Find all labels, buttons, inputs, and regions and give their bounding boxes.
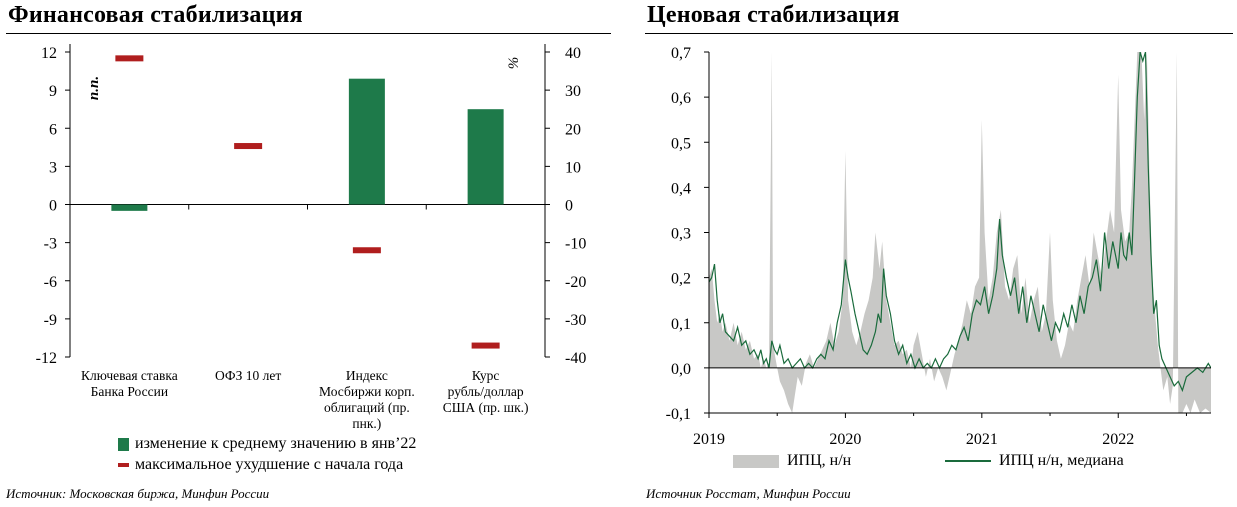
max-deterioration-marker — [234, 143, 263, 150]
y-tick-label: -0,1 — [666, 406, 691, 423]
chart-title: Ценовая стабилизация — [647, 2, 900, 28]
left-tick-label: 3 — [49, 159, 57, 176]
category-label: ОФЗ 10 лет — [215, 368, 281, 383]
right-tick-label: -20 — [565, 274, 586, 291]
left-tick-label: 12 — [41, 45, 57, 62]
cpi-area — [709, 52, 1211, 413]
bar — [111, 204, 148, 211]
right-tick-label: 40 — [565, 45, 581, 62]
legend-label: ИПЦ н/н, медиана — [999, 452, 1124, 469]
financial-bar-chart: 129630-3-6-9-12403020100-10-20-30-40п.п.… — [36, 44, 586, 431]
legend-label: изменение к среднему значению в янв’22 — [135, 435, 417, 452]
legend-item-area: ИПЦ, н/н — [733, 452, 851, 470]
financial-stabilization-panel: Финансовая стабилизация 12 9 6 3 0 -3 -6 -9 -12 4… — [6, 2, 611, 501]
legend-item-line: ИПЦ н/н, медиана — [945, 452, 1124, 470]
left-tick-label: 9 — [49, 83, 57, 100]
legend-swatch-line — [945, 460, 991, 462]
source-note: Источник: Московская биржа, Минфин Росси… — [6, 486, 270, 501]
y-tick-label: 0,6 — [671, 90, 691, 107]
source-note: Источник Росстат, Минфин России — [646, 486, 851, 501]
legend-swatch-bar — [118, 437, 129, 451]
max-deterioration-marker — [471, 342, 500, 349]
category-label: рубль/доллар — [448, 384, 524, 399]
price-stabilization-panel: Ценовая стабилизация 0,7 0,6 0,5 0,4 0,3 0,2 0… — [645, 0, 1237, 507]
legend-item-bars: изменение к среднему значению в янв’22 — [118, 435, 416, 453]
left-tick-label: -9 — [44, 312, 57, 329]
max-deterioration-marker — [352, 247, 381, 254]
left-axis-label: п.п. — [86, 76, 102, 100]
right-tick-label: -10 — [565, 236, 586, 253]
right-tick-label: 20 — [565, 121, 581, 138]
y-tick-label: 0,3 — [671, 226, 691, 243]
legend-item-markers: максимальное ухудшение с начала года — [118, 456, 403, 474]
right-tick-label: -40 — [565, 350, 586, 367]
right-tick-label: -30 — [565, 312, 586, 329]
x-tick-label: 2020 — [829, 431, 861, 448]
y-tick-label: 0,4 — [671, 180, 691, 197]
right-tick-label: 30 — [565, 83, 581, 100]
legend-label: ИПЦ, н/н — [787, 452, 852, 469]
left-tick-label: -12 — [36, 350, 57, 367]
left-tick-label: -6 — [44, 274, 57, 291]
legend-label: максимальное ухудшение с начала года — [135, 456, 404, 473]
category-label: Банка России — [91, 384, 168, 399]
chart-title: Финансовая стабилизация — [8, 2, 303, 28]
bar — [348, 78, 385, 205]
legend-swatch-marker — [118, 463, 129, 467]
category-label: Индекс — [346, 368, 388, 383]
cpi-median-line — [709, 52, 1211, 393]
legend-swatch-area — [733, 454, 779, 468]
y-tick-label: 0,5 — [671, 135, 691, 152]
y-tick-label: 0,0 — [671, 361, 691, 378]
bar — [467, 109, 504, 205]
left-tick-label: 6 — [49, 121, 57, 138]
category-label: пнк.) — [352, 416, 381, 431]
x-tick-label: 2021 — [966, 431, 998, 448]
y-tick-label: 0,1 — [671, 316, 691, 333]
x-tick-label: 2019 — [693, 431, 725, 448]
right-tick-label: 0 — [565, 198, 573, 215]
left-tick-label: 0 — [49, 198, 57, 215]
y-tick-label: 0,7 — [671, 45, 691, 62]
category-label: Ключевая ставка — [81, 368, 178, 383]
category-label: Курс — [472, 368, 499, 383]
category-label: США (пр. шк.) — [443, 400, 529, 415]
max-deterioration-marker — [115, 55, 144, 62]
category-label: облигаций (пр. — [324, 400, 410, 415]
right-axis-label: % — [506, 57, 522, 70]
right-tick-label: 10 — [565, 159, 581, 176]
x-tick-label: 2022 — [1102, 431, 1134, 448]
title-divider — [645, 33, 1233, 34]
title-divider — [6, 33, 611, 34]
category-label: Мосбиржи корп. — [319, 384, 415, 399]
y-tick-label: 0,2 — [671, 271, 691, 288]
left-tick-label: -3 — [44, 236, 57, 253]
